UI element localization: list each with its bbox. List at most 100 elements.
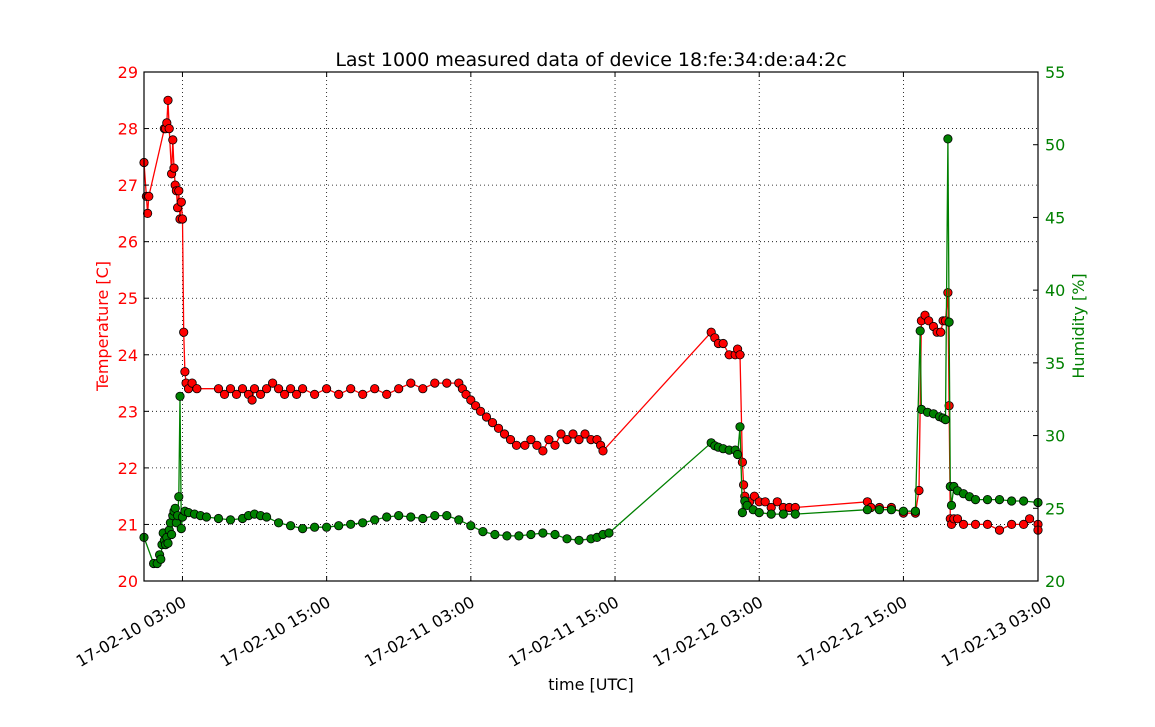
- data-point: [175, 391, 185, 401]
- data-point: [297, 523, 308, 534]
- data-point: [574, 535, 584, 545]
- data-point: [394, 510, 404, 521]
- data-point: [454, 515, 464, 525]
- data-point: [505, 434, 516, 445]
- data-point: [946, 500, 957, 510]
- data-point: [309, 389, 320, 399]
- data-point: [143, 208, 153, 218]
- data-point: [598, 446, 608, 456]
- data-point: [970, 519, 981, 530]
- data-point: [520, 440, 530, 450]
- data-point: [766, 509, 776, 519]
- data-point: [862, 505, 873, 515]
- data-point: [267, 378, 278, 388]
- data-point: [334, 389, 344, 399]
- data-point: [163, 95, 173, 105]
- data-point: [225, 515, 236, 525]
- temperature-series: [139, 95, 1043, 535]
- data-point: [192, 384, 202, 394]
- data-point: [481, 412, 492, 422]
- data-point: [790, 509, 800, 519]
- data-point: [738, 480, 749, 490]
- data-point: [958, 519, 969, 530]
- data-point: [499, 429, 510, 439]
- data-point: [914, 485, 924, 496]
- data-point: [994, 494, 1005, 505]
- data-point: [225, 384, 236, 394]
- data-point: [382, 389, 392, 399]
- y-left-tick-label: 23: [118, 402, 138, 421]
- data-point: [538, 446, 548, 456]
- data-point: [475, 406, 486, 416]
- data-point: [261, 384, 272, 394]
- data-point: [915, 326, 925, 336]
- data-point: [778, 509, 788, 519]
- x-axis-label: time [UTC]: [548, 675, 633, 694]
- data-point: [754, 507, 764, 518]
- data-point: [346, 384, 356, 394]
- data-point: [886, 505, 897, 515]
- y-right-tick-label: 20: [1045, 572, 1065, 591]
- data-point: [179, 327, 189, 337]
- data-point: [382, 512, 392, 522]
- y-right-tick-label: 25: [1045, 499, 1065, 518]
- data-point: [247, 395, 257, 405]
- data-point: [544, 434, 554, 445]
- data-point: [321, 522, 332, 532]
- data-point: [231, 389, 242, 399]
- data-point: [562, 434, 572, 445]
- y-left-tick-label: 26: [118, 233, 138, 252]
- chart-title: Last 1000 measured data of device 18:fe:…: [335, 49, 846, 71]
- data-point: [772, 497, 782, 507]
- data-point: [219, 389, 230, 399]
- data-point: [1006, 496, 1017, 506]
- data-point: [291, 389, 302, 399]
- data-point: [1006, 519, 1017, 530]
- data-point: [394, 384, 404, 394]
- data-point: [255, 389, 266, 399]
- data-point: [994, 525, 1005, 535]
- data-point: [249, 384, 260, 394]
- data-point: [285, 384, 296, 394]
- data-point: [982, 519, 993, 530]
- data-point: [201, 512, 212, 522]
- data-point: [168, 135, 178, 145]
- data-point: [952, 514, 963, 524]
- y-left-tick-label: 22: [118, 459, 138, 478]
- y-left-tick-label: 27: [118, 176, 138, 195]
- data-point: [514, 531, 524, 541]
- data-point: [478, 526, 488, 537]
- y-right-tick-label: 50: [1045, 136, 1065, 155]
- y-left-tick-label: 29: [118, 63, 138, 82]
- data-point: [936, 327, 946, 337]
- data-point: [285, 521, 296, 531]
- data-point: [177, 214, 188, 224]
- y-right-tick-label: 45: [1045, 208, 1065, 227]
- data-point: [718, 338, 728, 349]
- data-point: [580, 429, 590, 439]
- data-point: [176, 523, 186, 534]
- data-point: [556, 429, 566, 439]
- y-axis-left-label: Temperature [C]: [93, 261, 112, 392]
- y-left-tick-label: 28: [118, 120, 138, 139]
- data-point: [532, 440, 542, 450]
- data-point: [487, 417, 498, 428]
- data-point: [538, 528, 548, 538]
- data-point: [466, 521, 476, 531]
- data-point: [358, 389, 368, 399]
- data-point: [735, 350, 745, 360]
- data-point: [442, 510, 452, 521]
- data-point: [279, 389, 290, 399]
- data-point: [167, 529, 177, 540]
- data-point: [156, 554, 166, 564]
- data-point: [346, 519, 356, 529]
- data-point: [164, 124, 174, 134]
- data-point: [237, 384, 248, 394]
- y-right-tick-label: 40: [1045, 281, 1065, 300]
- y-left-tick-label: 21: [118, 515, 138, 534]
- data-point: [430, 510, 440, 521]
- data-point: [526, 434, 536, 445]
- data-point: [1025, 514, 1035, 524]
